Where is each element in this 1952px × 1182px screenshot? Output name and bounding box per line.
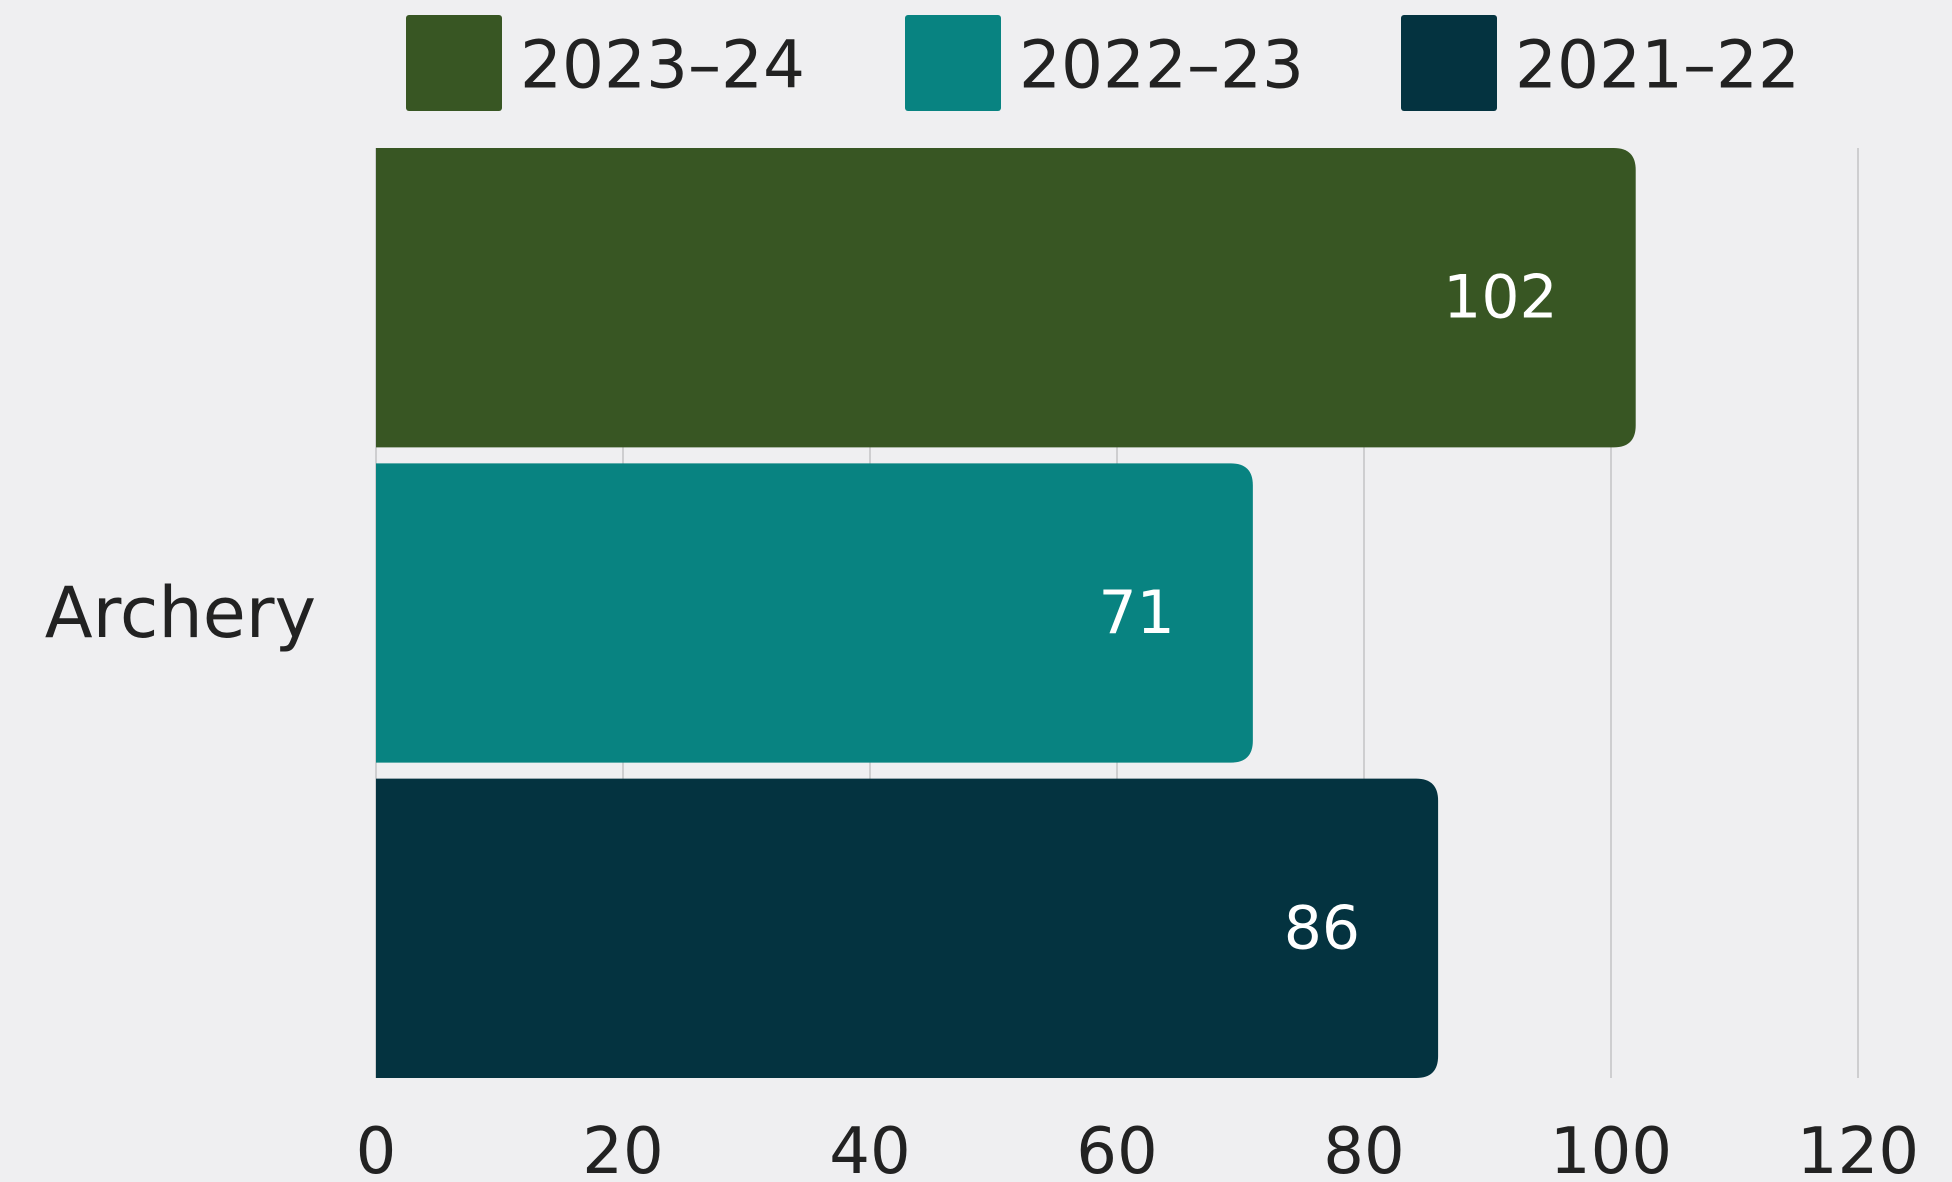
x-tick-label: 80 (1323, 1115, 1404, 1182)
legend-label: 2023–24 (520, 27, 805, 104)
category-label: Archery (45, 572, 316, 654)
x-tick-label: 20 (582, 1115, 663, 1182)
data-label: 102 (1443, 263, 1558, 333)
x-tick-label: 120 (1797, 1115, 1919, 1182)
legend-item: 2022–23 (905, 15, 1304, 111)
category-labels: Archery (45, 572, 316, 654)
legend-swatch (905, 15, 1001, 111)
x-tick-label: 40 (829, 1115, 910, 1182)
bar-series-1 (376, 463, 1253, 763)
legend-label: 2022–23 (1019, 27, 1304, 104)
data-label: 71 (1098, 578, 1174, 648)
data-label: 86 (1284, 893, 1360, 963)
legend-item: 2023–24 (406, 15, 805, 111)
data-labels: 102 71 86 (1098, 263, 1557, 964)
x-tick-label: 60 (1076, 1115, 1157, 1182)
legend-label: 2021–22 (1515, 27, 1800, 104)
bar-series (376, 148, 1636, 1078)
x-tick-label: 0 (356, 1115, 397, 1182)
bar-series-2 (376, 778, 1439, 1078)
legend-swatch (1401, 15, 1497, 111)
legend-swatch (406, 15, 502, 111)
bar-series-0 (376, 148, 1636, 448)
x-tick-label: 100 (1550, 1115, 1672, 1182)
legend: 2023–24 2022–23 2021–22 (406, 15, 1800, 111)
x-axis-ticks: 0 20 40 60 80 100 120 (356, 1115, 1919, 1182)
legend-item: 2021–22 (1401, 15, 1800, 111)
